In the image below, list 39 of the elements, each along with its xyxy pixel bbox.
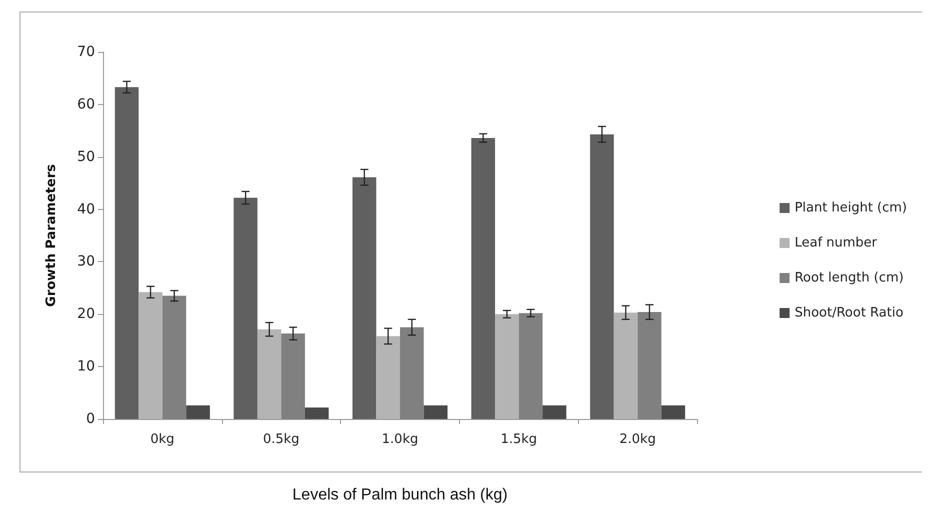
bar: [162, 296, 186, 419]
y-tick-label: 40: [77, 201, 95, 218]
y-tick-label: 50: [77, 148, 95, 165]
bar: [495, 314, 519, 419]
bar: [257, 329, 282, 419]
x-tick-label: 0.5kg: [262, 432, 300, 447]
bar: [186, 405, 210, 419]
bar: [281, 334, 305, 419]
bar: [376, 336, 400, 419]
bar: [518, 313, 543, 419]
bar: [661, 405, 686, 419]
y-tick-label: 30: [77, 254, 95, 270]
bar: [424, 405, 448, 419]
legend-label: Root length (cm): [794, 270, 904, 286]
bar: [400, 327, 424, 419]
y-tick-label: 20: [77, 306, 95, 322]
bar: [471, 138, 496, 419]
bar: [542, 405, 566, 419]
bar: [614, 312, 638, 419]
y-tick-label: 10: [77, 358, 95, 375]
y-tick-label: 0: [86, 411, 95, 427]
legend-label: Shoot/Root Ratio: [794, 306, 904, 320]
bar: [114, 87, 139, 419]
bar: [234, 198, 258, 419]
bar: [352, 177, 376, 419]
bar: [304, 407, 329, 419]
bar: [590, 134, 614, 419]
bar: [638, 312, 662, 419]
legend-label: Leaf number: [794, 236, 878, 250]
x-tick-label: 2.0kg: [619, 432, 656, 447]
x-axis-title: Levels of Palm bunch ash (kg): [292, 486, 508, 504]
y-tick-label: 60: [77, 96, 95, 112]
x-tick-label: 1.0kg: [382, 432, 418, 447]
x-tick-label: 0kg: [150, 432, 174, 447]
y-tick-label: 70: [77, 44, 95, 60]
y-axis-title: Growth Parameters: [44, 164, 59, 307]
x-tick-label: 1.5kg: [500, 432, 538, 447]
bar: [138, 292, 162, 419]
legend-label: Plant height (cm): [794, 200, 908, 216]
